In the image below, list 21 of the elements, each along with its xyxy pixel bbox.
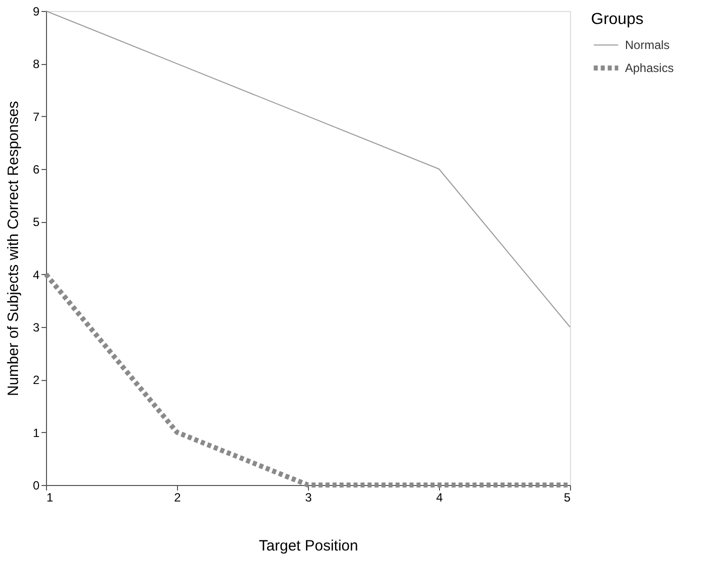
x-axis-title: Target Position <box>258 538 358 554</box>
y-tick-label: 9 <box>32 4 40 18</box>
x-tick-label: 3 <box>305 490 312 504</box>
y-tick-label: 4 <box>32 268 40 282</box>
x-tick-label: 2 <box>174 490 182 504</box>
legend-label: Aphasics <box>625 61 674 75</box>
legend-label: Normals <box>625 38 670 52</box>
y-tick-label: 5 <box>32 215 40 230</box>
x-tick-label: 4 <box>436 490 444 504</box>
y-tick-label: 6 <box>32 162 40 176</box>
y-tick-label: 8 <box>32 57 40 72</box>
y-tick-label: 2 <box>32 373 40 388</box>
legend-title: Groups <box>591 11 644 28</box>
line-series <box>46 10 570 328</box>
y-tick-label: 7 <box>32 110 40 124</box>
x-tick-label: 5 <box>564 490 571 504</box>
y-tick-label: 0 <box>32 478 40 492</box>
y-tick-label: 3 <box>32 320 40 334</box>
y-tick-label: 1 <box>32 426 40 440</box>
x-tick-label: 1 <box>46 490 54 504</box>
y-axis-title: Number of Subjects with Correct Responses <box>4 100 22 396</box>
